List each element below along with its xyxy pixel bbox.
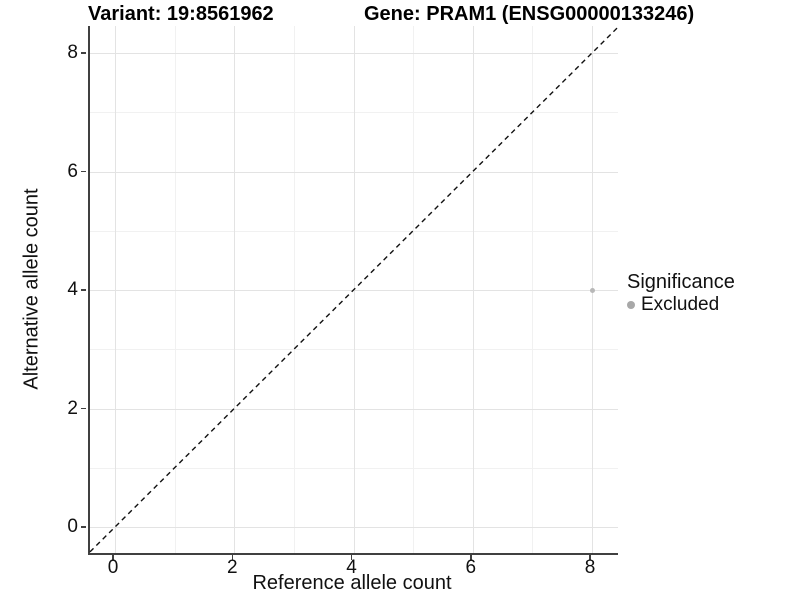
legend-item: Excluded [627, 294, 735, 316]
legend-items: Excluded [627, 294, 735, 316]
y-tick-label: 4 [67, 279, 78, 300]
x-tick-mark [231, 555, 233, 560]
x-tick-mark [589, 555, 591, 560]
y-tick-mark [81, 407, 86, 410]
x-tick-label: 4 [346, 557, 357, 578]
x-major-gridline [115, 26, 116, 553]
legend-title: Significance [627, 271, 735, 293]
x-tick-label: 0 [107, 557, 119, 578]
x-minor-gridline [174, 26, 176, 553]
x-tick-mark [470, 555, 472, 560]
data-point [589, 287, 595, 293]
x-major-gridline [472, 26, 474, 553]
x-axis-label: Reference allele count [252, 572, 452, 594]
y-major-gridline [90, 171, 618, 173]
legend-item-label: Excluded [641, 294, 720, 315]
y-major-gridline [90, 527, 618, 528]
y-tick-mark [81, 526, 86, 528]
x-tick-mark [350, 555, 353, 560]
y-tick-label: 2 [67, 397, 78, 419]
x-tick-label: 6 [465, 557, 477, 578]
identity-reference-line [89, 26, 619, 553]
x-minor-gridline [532, 26, 534, 553]
x-tick-mark [112, 555, 114, 560]
x-tick-label: 2 [226, 557, 238, 578]
y-axis-label: Alternative allele count [20, 188, 43, 390]
legend: Significance Excluded [627, 270, 735, 316]
x-tick-label: 8 [584, 557, 596, 578]
plot-panel [88, 26, 619, 555]
legend-key-dot [627, 301, 635, 309]
y-major-gridline [90, 290, 618, 291]
y-tick-label: 0 [67, 516, 78, 537]
x-major-gridline [234, 26, 236, 553]
x-minor-gridline [293, 26, 295, 553]
y-tick-mark [81, 52, 86, 54]
y-major-gridline [90, 408, 618, 410]
y-tick-mark [81, 170, 86, 173]
y-major-gridline [90, 53, 618, 54]
x-minor-gridline [413, 26, 415, 553]
y-tick-label: 8 [67, 42, 78, 63]
y-tick-label: 6 [67, 160, 78, 182]
gene-title: Gene: PRAM1 (ENSG00000133246) [364, 3, 695, 25]
variant-title: Variant: 19:8561962 [88, 3, 274, 25]
y-tick-mark [81, 289, 86, 291]
